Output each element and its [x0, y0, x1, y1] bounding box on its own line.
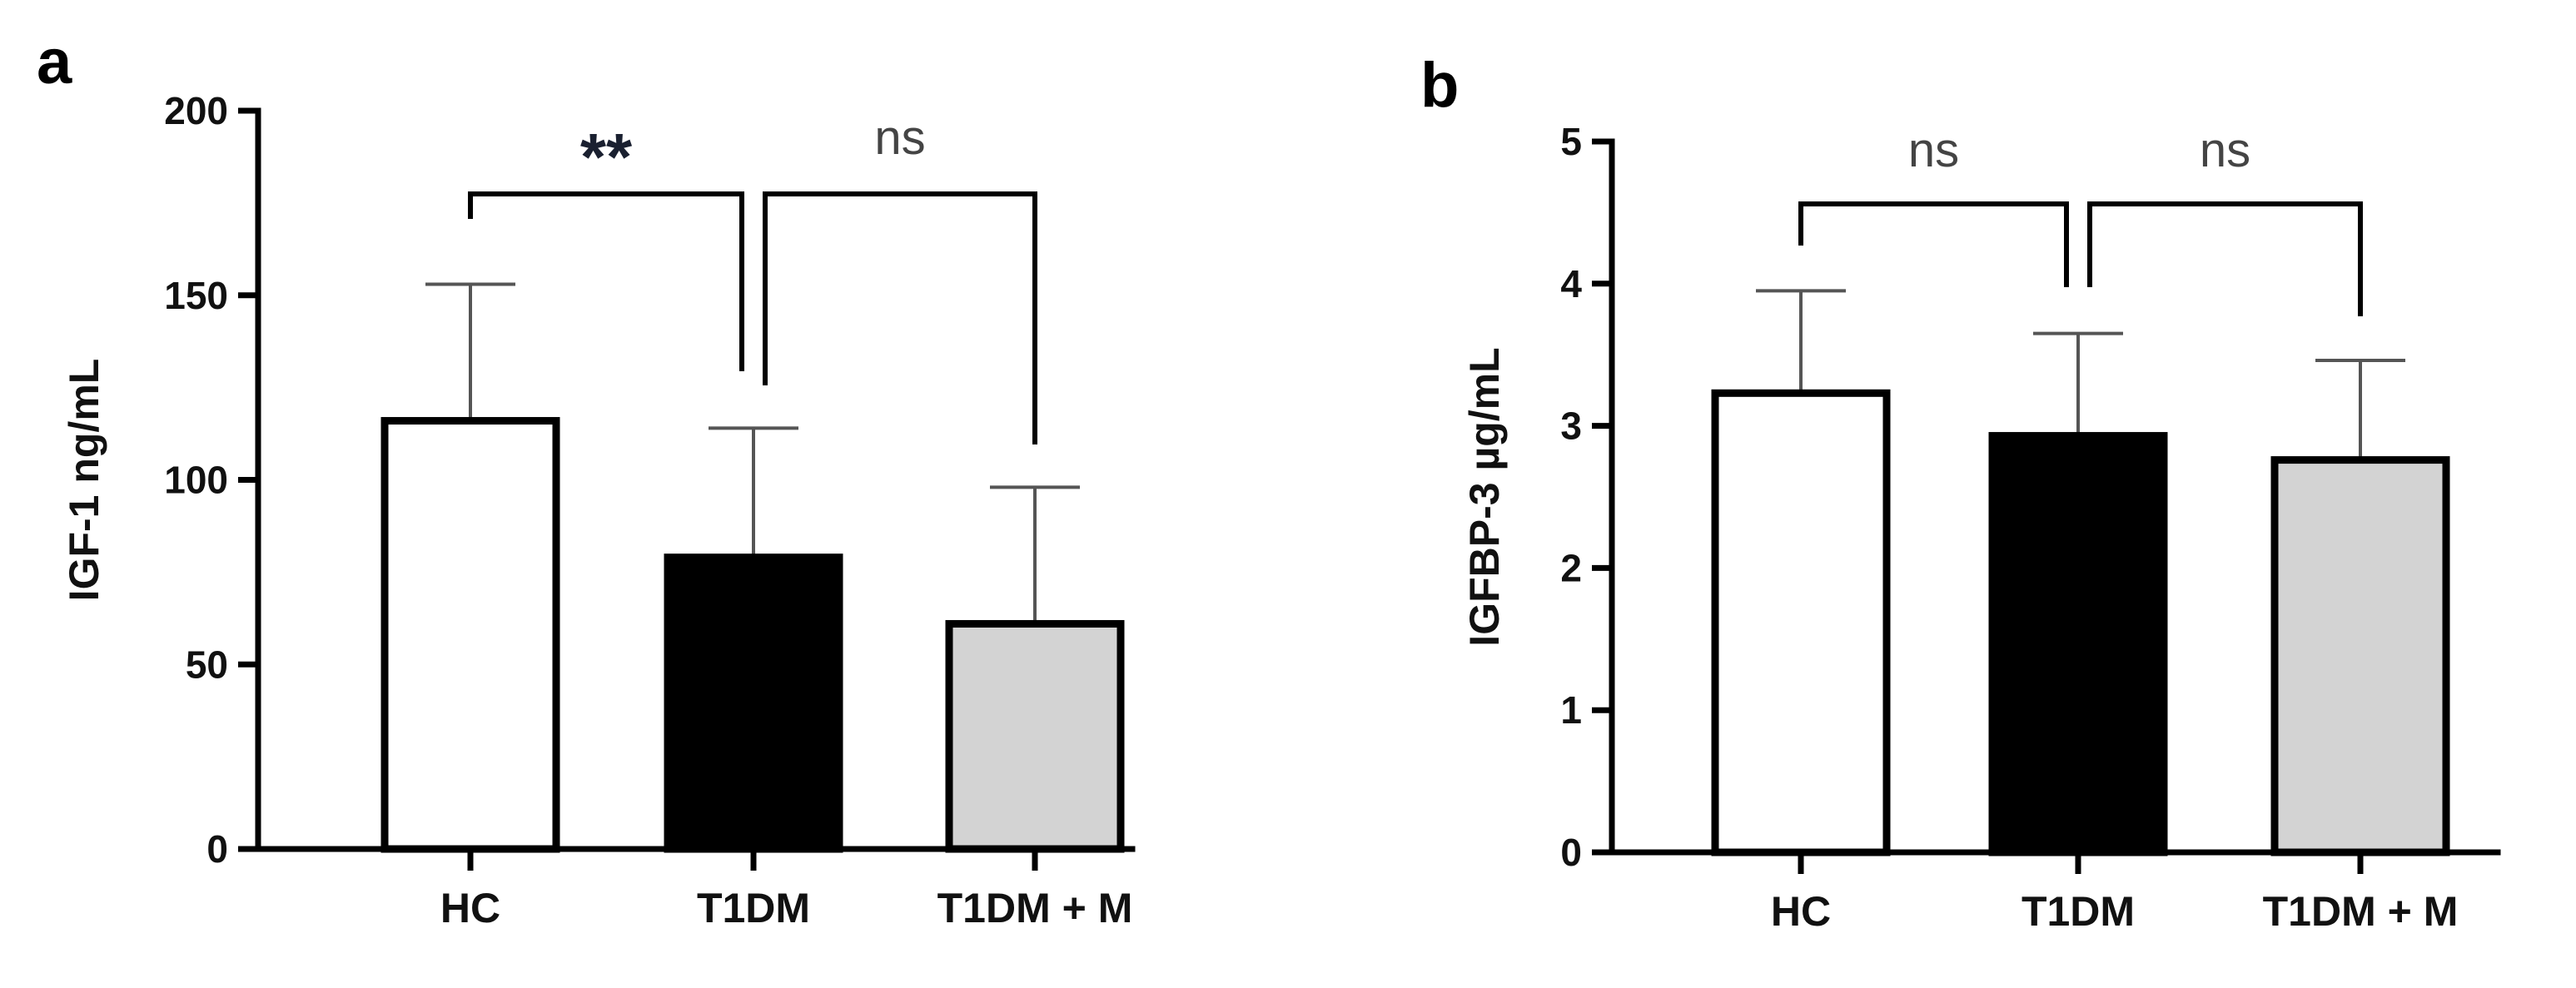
x-tick-label: HC	[440, 885, 500, 931]
bar	[380, 417, 560, 853]
x-tick-label: T1DM + M	[937, 885, 1133, 931]
y-tick-label: 1	[1560, 688, 1582, 732]
y-tick-label: 150	[164, 274, 228, 317]
y-tick-label: 0	[1560, 831, 1582, 874]
x-tick-label: T1DM + M	[2263, 888, 2459, 935]
y-axis-label: IGF-1 ng/mL	[61, 359, 107, 602]
bar	[664, 554, 843, 853]
significance-bracket	[468, 191, 744, 371]
chart-panel-a: a IGF-1 ng/mL 0 50 100 150 200 HC T1DM T1DM + M **…	[37, 27, 1136, 931]
bar	[2270, 456, 2450, 856]
bar	[945, 619, 1125, 853]
significance-bracket	[1798, 201, 2069, 287]
panel-label: b	[1420, 50, 1459, 121]
bar	[1711, 389, 1891, 856]
significance-bracket	[763, 191, 1037, 444]
y-tick-label: 2	[1560, 546, 1582, 589]
chart-panel-b: b IGFBP-3 µg/mL 0 1 2 3 4 5 HC T1DM T1DM + M ns ns	[1420, 50, 2501, 935]
x-tick-label: HC	[1771, 888, 1831, 935]
y-tick-label: 100	[164, 459, 228, 502]
x-tick-label: T1DM	[697, 885, 810, 931]
axes	[1609, 138, 2501, 856]
significance-label: ns	[874, 111, 925, 165]
y-tick-label: 0	[206, 827, 228, 871]
y-axis-label: IGFBP-3 µg/mL	[1461, 347, 1508, 646]
significance-label: **	[580, 120, 633, 194]
significance-label: ns	[2200, 123, 2250, 177]
panel-label: a	[37, 27, 72, 97]
y-tick-label: 50	[186, 643, 228, 686]
significance-label: ns	[1908, 123, 1959, 177]
x-tick-label: T1DM	[2022, 888, 2135, 935]
bar	[1988, 432, 2168, 856]
y-tick-label: 200	[164, 89, 228, 132]
y-tick-label: 4	[1560, 262, 1582, 305]
significance-bracket	[2087, 201, 2363, 316]
y-tick-label: 3	[1560, 405, 1582, 448]
y-tick-label: 5	[1560, 120, 1582, 163]
axes	[255, 107, 1136, 852]
